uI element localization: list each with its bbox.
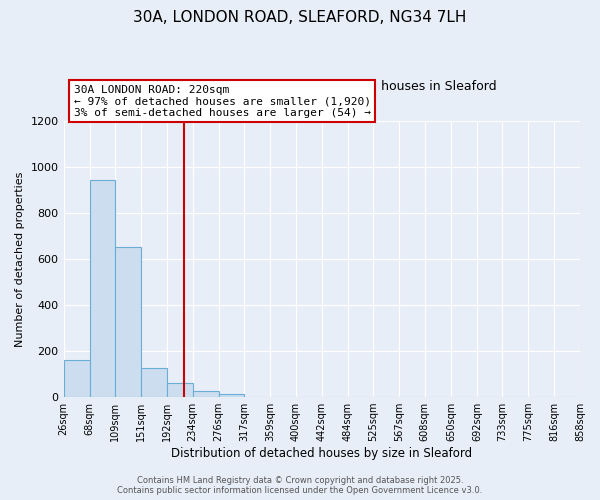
Bar: [89, 180, 115, 397]
Text: 30A, LONDON ROAD, SLEAFORD, NG34 7LH: 30A, LONDON ROAD, SLEAFORD, NG34 7LH: [133, 10, 467, 25]
Title: Size of property relative to detached houses in Sleaford: Size of property relative to detached ho…: [147, 80, 497, 93]
Bar: [64, 360, 89, 397]
Bar: [141, 368, 167, 397]
Y-axis label: Number of detached properties: Number of detached properties: [15, 171, 25, 346]
Bar: [115, 248, 141, 397]
Bar: [193, 392, 219, 397]
X-axis label: Distribution of detached houses by size in Sleaford: Distribution of detached houses by size …: [171, 447, 472, 460]
Bar: [167, 384, 193, 397]
Bar: [219, 394, 244, 397]
Text: 30A LONDON ROAD: 220sqm
← 97% of detached houses are smaller (1,920)
3% of semi-: 30A LONDON ROAD: 220sqm ← 97% of detache…: [74, 84, 371, 118]
Text: Contains HM Land Registry data © Crown copyright and database right 2025.
Contai: Contains HM Land Registry data © Crown c…: [118, 476, 482, 495]
